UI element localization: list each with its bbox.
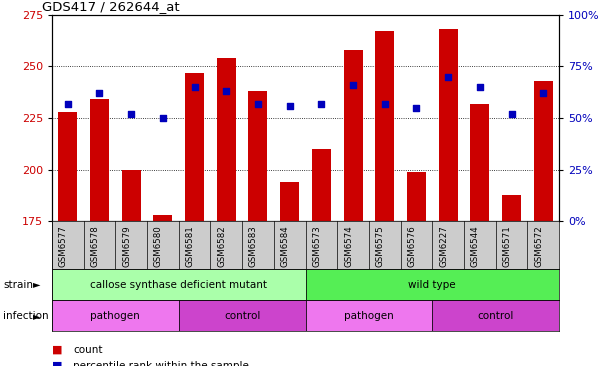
Bar	[58, 112, 78, 221]
Text: pathogen: pathogen	[344, 311, 393, 321]
Text: GSM6575: GSM6575	[376, 225, 385, 267]
Text: GSM6583: GSM6583	[249, 225, 258, 267]
Point	[95, 90, 104, 96]
Bar	[534, 81, 553, 221]
Text: strain: strain	[3, 280, 33, 290]
Text: ►: ►	[33, 311, 40, 321]
Text: GSM6582: GSM6582	[218, 225, 226, 267]
Text: GSM6572: GSM6572	[534, 225, 543, 267]
Point	[475, 84, 485, 90]
Point	[158, 115, 168, 121]
Point	[316, 101, 326, 107]
Point	[285, 103, 295, 109]
Point	[189, 84, 199, 90]
Bar	[306, 300, 433, 331]
Text: GSM6584: GSM6584	[280, 225, 290, 267]
Bar	[249, 91, 268, 221]
Bar	[433, 300, 559, 331]
Text: ■: ■	[52, 344, 62, 355]
Text: GSM6571: GSM6571	[502, 225, 511, 267]
Text: GSM6573: GSM6573	[312, 225, 321, 267]
Bar	[407, 172, 426, 221]
Bar	[375, 31, 394, 221]
Text: GSM6579: GSM6579	[122, 225, 131, 267]
Text: GSM6227: GSM6227	[439, 225, 448, 267]
Bar	[90, 100, 109, 221]
Text: percentile rank within the sample: percentile rank within the sample	[73, 361, 249, 366]
Text: wild type: wild type	[409, 280, 456, 290]
Bar	[122, 170, 141, 221]
Point	[126, 111, 136, 117]
Point	[63, 101, 73, 107]
Text: callose synthase deficient mutant: callose synthase deficient mutant	[90, 280, 267, 290]
Bar	[280, 182, 299, 221]
Point	[221, 88, 231, 94]
Text: GSM6580: GSM6580	[154, 225, 163, 267]
Point	[538, 90, 548, 96]
Bar	[470, 104, 489, 221]
Bar	[343, 50, 362, 221]
Text: GDS417 / 262644_at: GDS417 / 262644_at	[42, 0, 180, 14]
Text: GSM6576: GSM6576	[408, 225, 417, 267]
Bar	[502, 195, 521, 221]
Point	[380, 101, 390, 107]
Text: GSM6578: GSM6578	[90, 225, 100, 267]
Text: GSM6581: GSM6581	[186, 225, 194, 267]
Text: control: control	[224, 311, 260, 321]
Bar	[306, 269, 559, 300]
Bar	[52, 269, 306, 300]
Bar	[52, 300, 179, 331]
Point	[507, 111, 516, 117]
Point	[443, 74, 453, 79]
Bar	[312, 149, 331, 221]
Text: infection: infection	[3, 311, 49, 321]
Bar	[153, 215, 172, 221]
Text: ■: ■	[52, 361, 62, 366]
Bar	[185, 72, 204, 221]
Bar	[439, 29, 458, 221]
Bar	[217, 58, 236, 221]
Text: GSM6577: GSM6577	[59, 225, 68, 267]
Text: count: count	[73, 344, 103, 355]
Bar	[179, 300, 306, 331]
Point	[253, 101, 263, 107]
Text: pathogen: pathogen	[90, 311, 140, 321]
Text: GSM6574: GSM6574	[344, 225, 353, 267]
Text: ►: ►	[33, 280, 40, 290]
Point	[348, 82, 358, 88]
Point	[412, 105, 422, 111]
Text: control: control	[477, 311, 514, 321]
Text: GSM6544: GSM6544	[471, 225, 480, 267]
